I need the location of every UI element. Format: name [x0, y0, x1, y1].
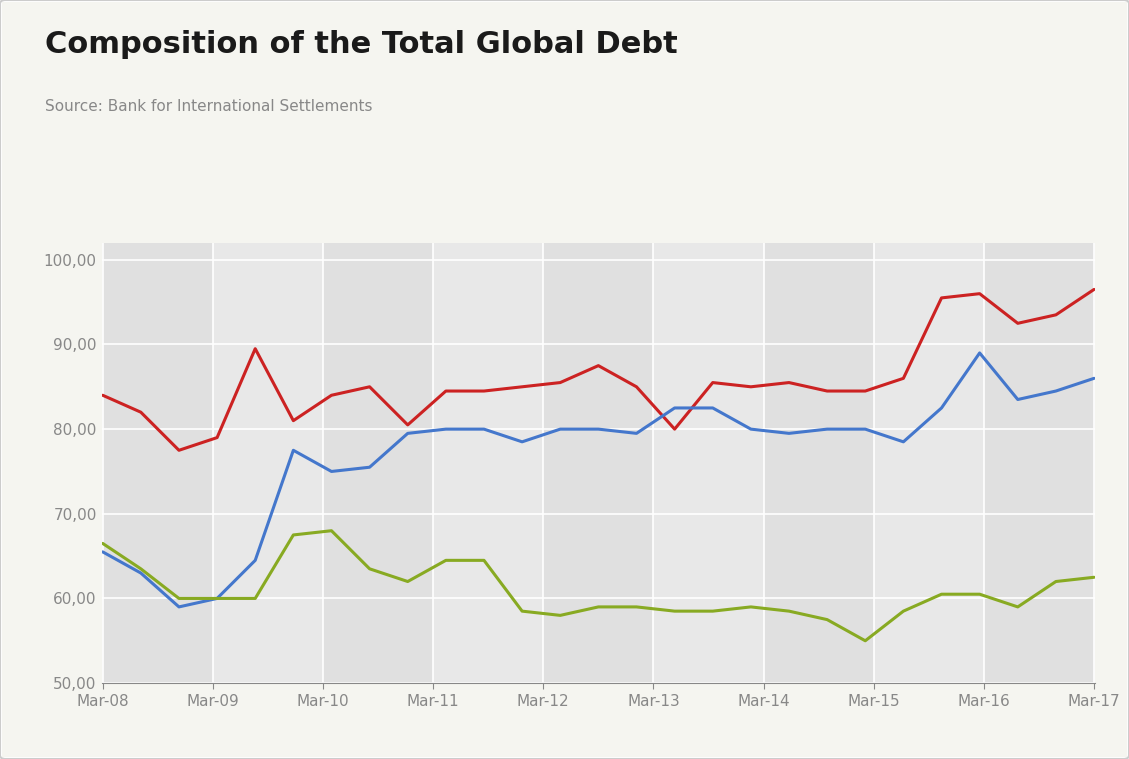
Bar [763, 243, 874, 683]
Bar [323, 243, 434, 683]
Bar [874, 243, 983, 683]
Bar [543, 243, 654, 683]
Bar [213, 243, 323, 683]
Bar [983, 243, 1094, 683]
Bar [103, 243, 213, 683]
Text: Source: Bank for International Settlements: Source: Bank for International Settlemen… [45, 99, 373, 114]
Text: Composition of the Total Global Debt: Composition of the Total Global Debt [45, 30, 677, 59]
Bar [654, 243, 763, 683]
Bar [434, 243, 543, 683]
